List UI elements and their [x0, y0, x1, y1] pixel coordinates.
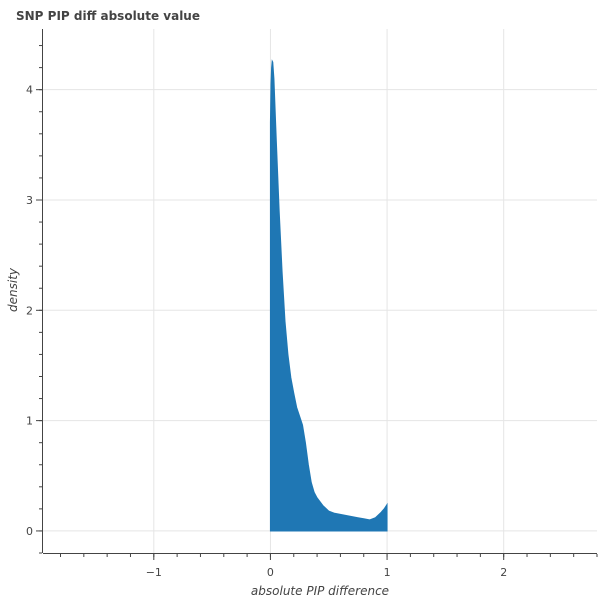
density-area: [269, 59, 388, 532]
y-tick-label: 4: [26, 84, 33, 97]
y-tick-label: 1: [26, 415, 33, 428]
x-tick-label: −1: [146, 566, 162, 579]
chart-title: SNP PIP diff absolute value: [16, 9, 200, 23]
y-tick-label: 3: [26, 194, 33, 207]
y-tick-label: 2: [26, 304, 33, 317]
grid-layer: [43, 29, 597, 553]
axis-layer: −1 0 1 2 0 1 2 3 4: [26, 29, 598, 579]
x-axis-label: absolute PIP difference: [251, 584, 389, 598]
y-axis-label: density: [6, 267, 20, 312]
x-tick-label: 2: [500, 566, 507, 579]
x-tick-label: 1: [384, 566, 391, 579]
x-tick-label: 0: [267, 566, 274, 579]
y-tick-label: 0: [26, 525, 33, 538]
area-layer: [269, 59, 388, 532]
